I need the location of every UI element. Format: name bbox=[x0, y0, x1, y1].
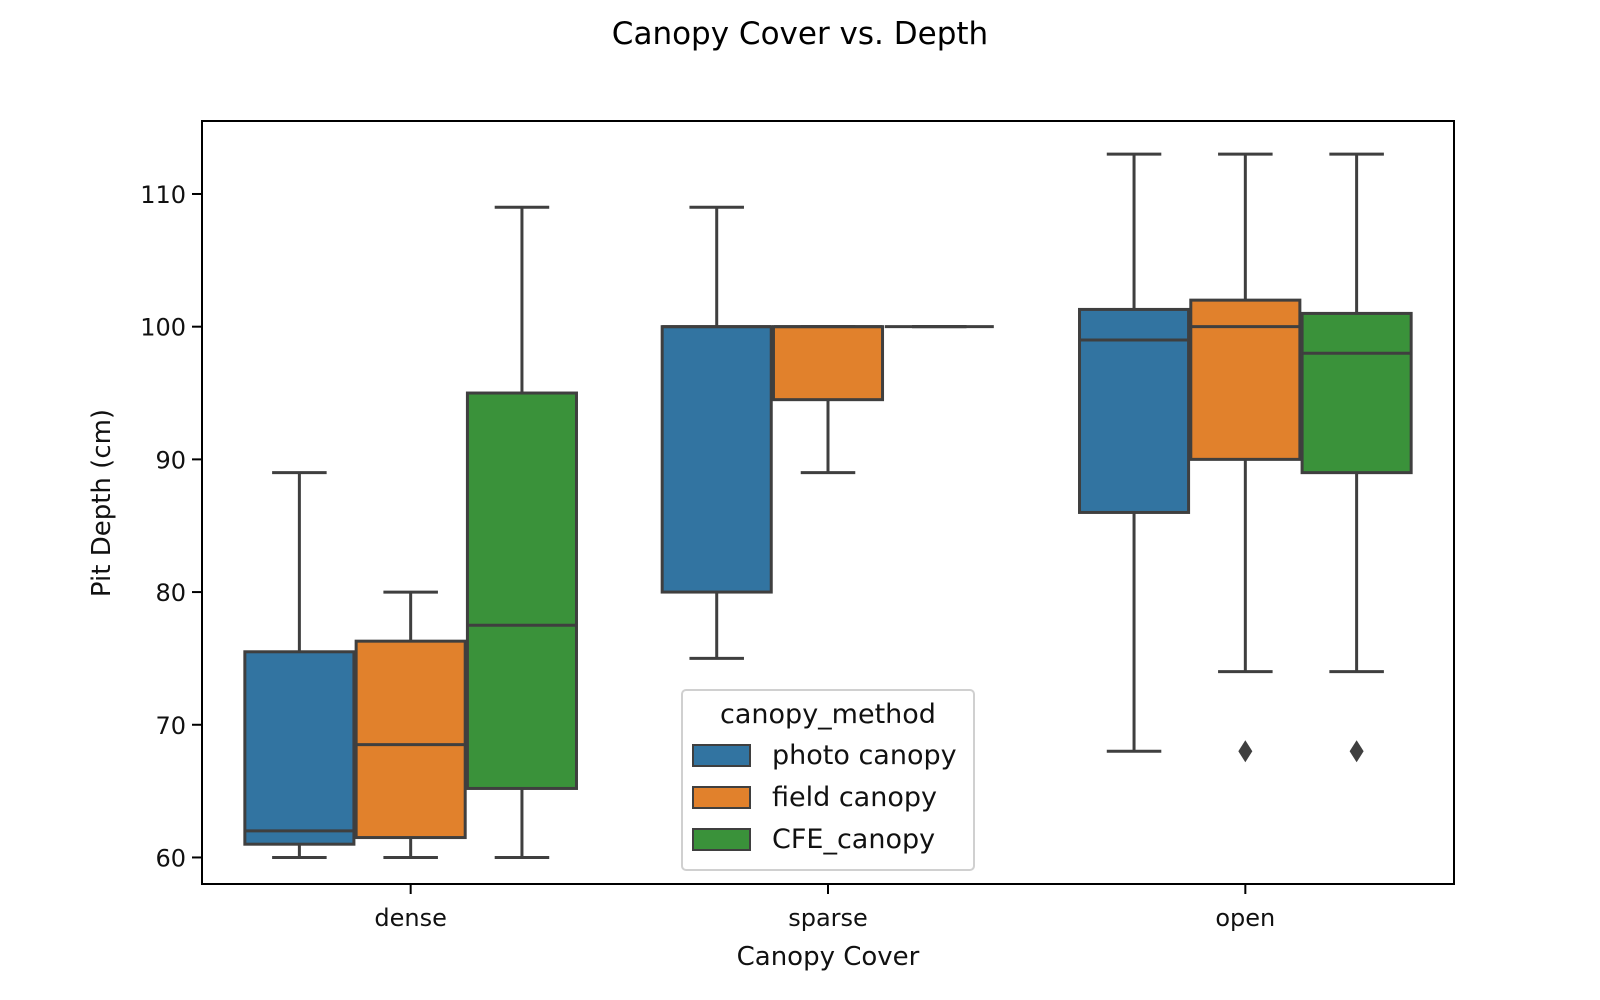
y-axis: 60 70 80 90 100 110 bbox=[140, 181, 202, 872]
box-iqr bbox=[465, 391, 578, 790]
box-photo-canopy-dense bbox=[243, 471, 356, 859]
y-tick-label: 110 bbox=[140, 181, 186, 209]
legend-title: canopy_method bbox=[720, 699, 936, 730]
box-iqr bbox=[1300, 311, 1413, 475]
box-iqr bbox=[1189, 298, 1302, 461]
x-axis: dense sparse open bbox=[374, 884, 1275, 932]
box-photo-canopy-sparse bbox=[660, 205, 773, 660]
chart-title: Canopy Cover vs. Depth bbox=[611, 16, 989, 52]
y-tick-label: 100 bbox=[140, 314, 186, 342]
box-photo-canopy-open bbox=[1078, 152, 1191, 753]
legend-entry-label: field canopy bbox=[772, 782, 937, 813]
box-field-canopy-open bbox=[1189, 152, 1302, 763]
box-cfe-canopy-open bbox=[1300, 152, 1413, 763]
box-iqr bbox=[243, 650, 356, 846]
y-tick-label: 70 bbox=[155, 712, 186, 740]
boxes-layer bbox=[243, 152, 1413, 859]
box-iqr bbox=[354, 639, 467, 840]
legend-swatch bbox=[692, 744, 751, 767]
x-axis-label: Canopy Cover bbox=[737, 942, 920, 972]
legend-entry-label: CFE_canopy bbox=[772, 824, 935, 855]
legend-swatch bbox=[692, 786, 751, 809]
x-tick-label: open bbox=[1215, 904, 1275, 932]
legend-entry-label: photo canopy bbox=[772, 740, 957, 771]
box-iqr bbox=[660, 325, 773, 594]
outlier-point bbox=[1238, 740, 1253, 763]
x-tick-label: dense bbox=[374, 904, 446, 932]
box-field-canopy-sparse bbox=[771, 325, 885, 475]
y-tick-label: 60 bbox=[155, 844, 186, 872]
box-field-canopy-dense bbox=[354, 590, 467, 859]
box-cfe-canopy-dense bbox=[465, 205, 578, 859]
y-tick-label: 80 bbox=[155, 579, 186, 607]
outlier-point bbox=[1349, 740, 1364, 763]
box-iqr bbox=[771, 325, 885, 402]
y-axis-label: Pit Depth (cm) bbox=[87, 409, 117, 597]
legend-swatch bbox=[692, 828, 751, 851]
x-tick-label: sparse bbox=[788, 904, 868, 932]
y-tick-label: 90 bbox=[155, 446, 186, 474]
box-iqr bbox=[1078, 307, 1191, 514]
legend-frame bbox=[681, 689, 975, 871]
